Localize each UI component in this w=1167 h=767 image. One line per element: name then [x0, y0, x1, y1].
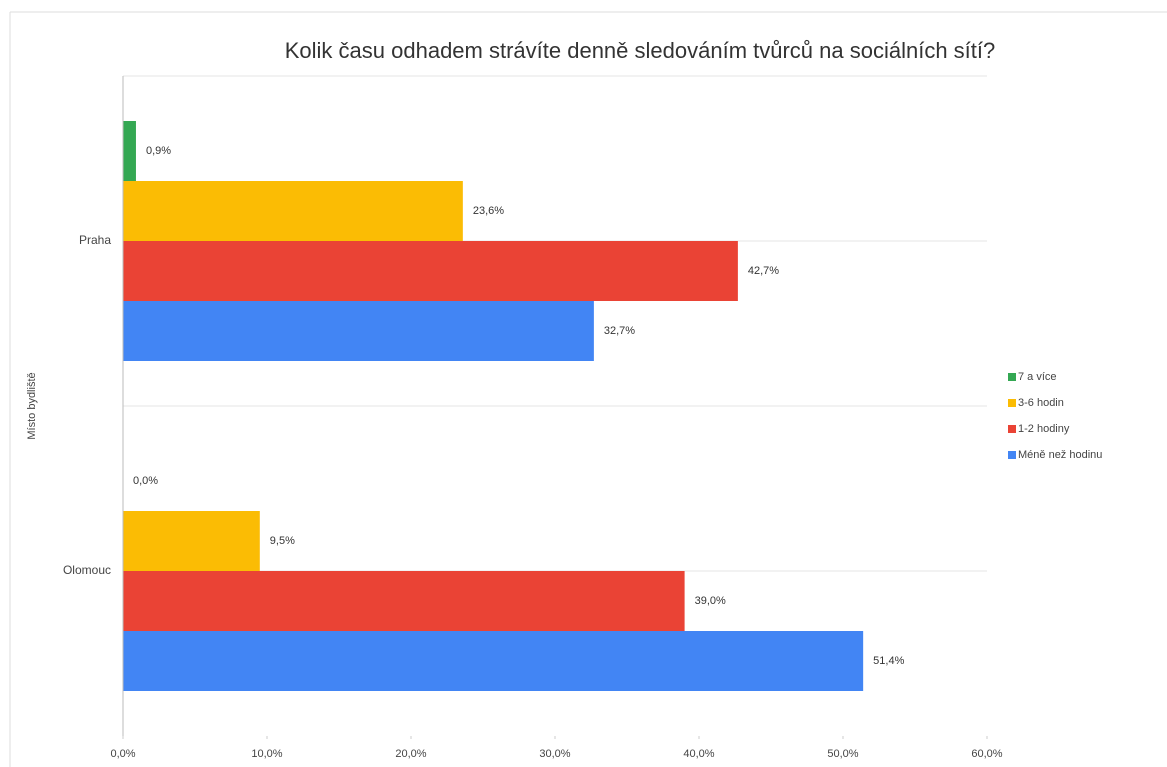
y-tick-label: Praha [79, 233, 111, 247]
value-label: 0,0% [133, 475, 158, 487]
bar [123, 241, 738, 301]
x-tick-label: 30,0% [539, 748, 570, 760]
x-tick-label: 0,0% [110, 748, 135, 760]
value-label: 9,5% [270, 535, 295, 547]
value-label: 51,4% [873, 655, 904, 667]
legend-swatch [1008, 399, 1016, 407]
y-axis-label: Místo bydliště [26, 372, 38, 439]
bar [123, 301, 594, 361]
value-label: 0,9% [146, 145, 171, 157]
y-tick-label: Olomouc [63, 563, 111, 577]
bar [123, 181, 463, 241]
legend-label: Méně než hodinu [1018, 449, 1102, 461]
x-tick-label: 40,0% [683, 748, 714, 760]
legend-swatch [1008, 373, 1016, 381]
legend-label: 3-6 hodin [1018, 397, 1064, 409]
legend-label: 7 a více [1018, 371, 1057, 383]
x-tick-label: 20,0% [395, 748, 426, 760]
value-label: 32,7% [604, 325, 635, 337]
legend-label: 1-2 hodiny [1018, 423, 1070, 435]
x-tick-label: 60,0% [971, 748, 1002, 760]
legend-swatch [1008, 425, 1016, 433]
bar [123, 631, 864, 691]
x-tick-label: 10,0% [251, 748, 282, 760]
value-label: 23,6% [473, 205, 504, 217]
bar [123, 571, 685, 631]
x-tick-label: 50,0% [827, 748, 858, 760]
bar [123, 121, 136, 181]
legend-swatch [1008, 451, 1016, 459]
chart-title: Kolik času odhadem strávíte denně sledov… [285, 38, 996, 63]
value-label: 42,7% [748, 265, 779, 277]
value-label: 39,0% [695, 595, 726, 607]
bar [123, 511, 260, 571]
